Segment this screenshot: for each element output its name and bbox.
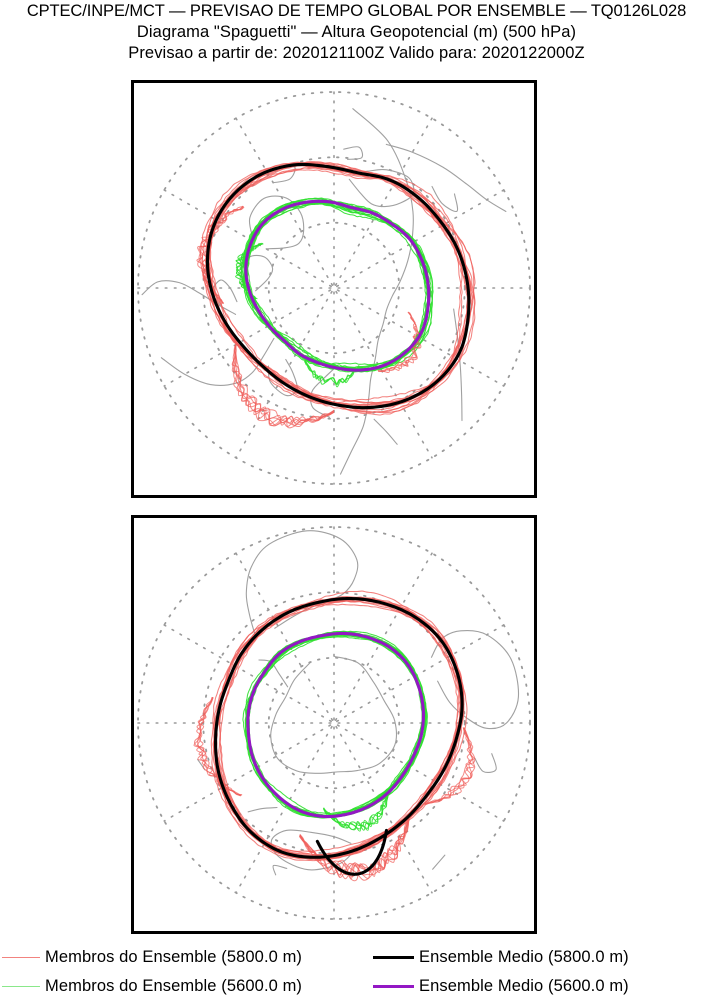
- ensemble-mean-contour-5800: [315, 828, 388, 876]
- graticule-latitude-circle: [267, 656, 401, 790]
- coastline: [432, 854, 446, 870]
- coastline: [160, 337, 275, 386]
- ensemble-member-contour-5800: [377, 311, 421, 372]
- ensemble-member-contour-5600: [323, 792, 389, 831]
- legend-entry-mean-5800: Ensemble Medio (5800.0 m): [373, 944, 629, 970]
- ensemble-member-contour-5600: [323, 791, 389, 832]
- map-panel-southern-hemisphere: [131, 515, 537, 934]
- legend-entry-members-5600: Membros do Ensemble (5600.0 m): [2, 973, 302, 999]
- coastline: [373, 418, 398, 445]
- ensemble-mean-contour-5800: [214, 596, 464, 859]
- ensemble-member-contour-5800: [377, 311, 420, 372]
- graticule-meridian: [163, 624, 505, 822]
- ensemble-member-contour-5800: [215, 590, 462, 861]
- coastline: [453, 308, 463, 422]
- line-swatch-icon: [2, 956, 40, 958]
- map-panel-northern-hemisphere: [131, 80, 537, 498]
- coastline: [270, 655, 397, 774]
- legend-label-mean-5600: Ensemble Medio (5600.0 m): [419, 976, 629, 995]
- ensemble-mean-contour-5600: [244, 199, 431, 372]
- graticule-meridian: [163, 189, 505, 387]
- chart-title-block: CPTEC/INPE/MCT — PREVISAO DE TEMPO GLOBA…: [0, 0, 713, 64]
- graticule-latitude-circle: [267, 221, 401, 355]
- line-swatch-icon: [373, 955, 414, 959]
- ensemble-mean-layer: [214, 596, 464, 876]
- title-line-times: Previsao a partir de: 2020121100Z Valido…: [128, 44, 585, 62]
- ensemble-mean-contour-5800: [205, 162, 471, 410]
- ensemble-member-contour-5800: [206, 166, 469, 404]
- coastline: [348, 168, 415, 208]
- ensemble-member-contour-5800: [299, 819, 410, 882]
- legend-label-mean-5800: Ensemble Medio (5800.0 m): [419, 947, 629, 966]
- ensemble-member-contour-5800: [299, 819, 410, 880]
- ensemble-member-contour-5600: [304, 360, 360, 385]
- ensemble-member-contour-5600: [243, 201, 433, 373]
- coastline: [270, 829, 353, 871]
- ensemble-member-contour-5800: [218, 599, 462, 862]
- legend-row-5800: Membros do Ensemble (5800.0 m) Ensemble …: [0, 944, 713, 970]
- legend-entry-mean-5600: Ensemble Medio (5600.0 m): [373, 973, 629, 999]
- ensemble-mean-contour-5600: [246, 631, 425, 819]
- ensemble-member-contour-5600: [243, 201, 434, 366]
- coastline: [310, 365, 338, 418]
- ensemble-member-contour-5800: [233, 344, 335, 427]
- ensemble-mean-layer: [205, 162, 471, 410]
- title-line-product: CPTEC/INPE/MCT — PREVISAO DE TEMPO GLOBA…: [26, 2, 687, 20]
- coastline: [339, 108, 414, 475]
- northern-hemisphere-plot: [137, 91, 531, 485]
- chart-legend: Membros do Ensemble (5800.0 m) Ensemble …: [0, 940, 713, 1001]
- title-line-variable: Diagrama "Spaguetti" — Altura Geopotenci…: [136, 23, 577, 41]
- coastline: [248, 195, 305, 250]
- coastline: [385, 143, 507, 213]
- line-swatch-icon: [2, 985, 40, 987]
- legend-row-5600: Membros do Ensemble (5600.0 m) Ensemble …: [0, 973, 713, 999]
- legend-entry-members-5800: Membros do Ensemble (5800.0 m): [2, 944, 302, 970]
- ensemble-member-contour-5600: [246, 197, 431, 370]
- southern-hemisphere-plot: [137, 526, 531, 920]
- coastline: [245, 530, 359, 637]
- ensemble-member-contour-5800: [231, 344, 335, 426]
- graticule-meridian: [235, 552, 433, 894]
- ensemble-member-contour-5800: [424, 727, 473, 806]
- legend-label-members-5600: Membros do Ensemble (5600.0 m): [45, 976, 303, 995]
- line-swatch-icon: [373, 984, 414, 988]
- ensemble-member-contour-5600: [240, 201, 434, 369]
- graticule-meridian: [163, 624, 505, 822]
- coastline: [272, 864, 288, 876]
- coastline: [258, 659, 289, 688]
- coastline: [474, 753, 497, 773]
- graticule-layer: [137, 526, 531, 920]
- coastline: [431, 185, 459, 212]
- ensemble-member-contour-5600: [245, 199, 430, 370]
- coastline: [247, 806, 278, 813]
- coastline: [141, 280, 237, 315]
- coastline: [343, 146, 364, 160]
- graticule-meridian: [235, 117, 433, 459]
- ensemble-member-contour-5800: [231, 344, 335, 428]
- legend-label-members-5800: Membros do Ensemble (5800.0 m): [45, 947, 303, 966]
- ensemble-member-contour-5800: [378, 311, 422, 372]
